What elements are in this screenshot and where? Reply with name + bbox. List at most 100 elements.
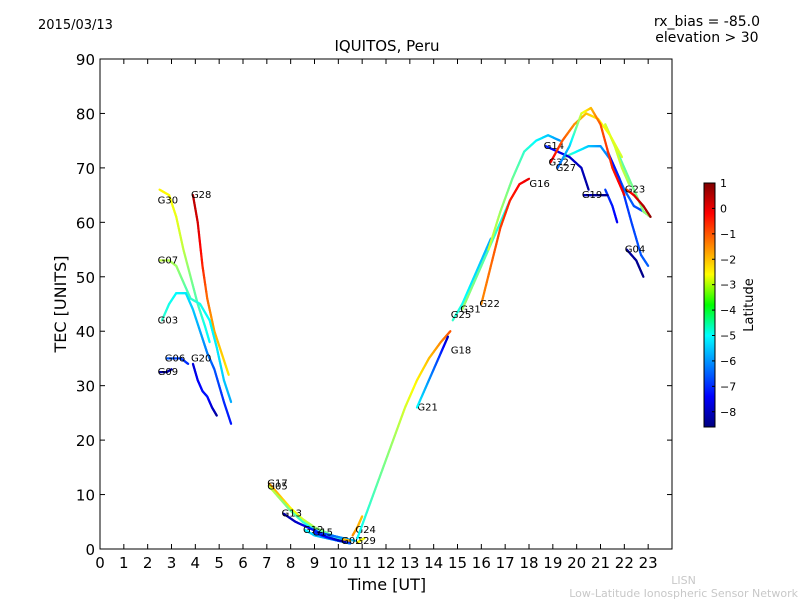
y-tick-label: 90 (76, 51, 95, 69)
series-label: G04 (625, 245, 645, 256)
series-label: G13 (282, 509, 302, 520)
x-tick-label: 8 (286, 554, 296, 572)
x-tick-label: 7 (262, 554, 272, 572)
series-label: G03 (158, 315, 178, 326)
x-tick-label: 21 (591, 554, 610, 572)
series-g28: G28 (191, 190, 230, 376)
x-tick-label: 5 (214, 554, 224, 572)
series-g15: G15 (313, 528, 347, 544)
x-tick-label: 6 (238, 554, 248, 572)
plot-frame (99, 58, 673, 550)
series-g27: G27 (556, 106, 626, 197)
series-g04-segment (641, 274, 645, 278)
series-g27-segment (622, 192, 626, 197)
series-g03: G03 (158, 292, 233, 425)
x-tick-label: 9 (310, 554, 320, 572)
x-tick-label: 14 (424, 554, 443, 572)
colorbar-tick-label: −1 (720, 228, 736, 241)
y-tick-label: 20 (76, 432, 95, 450)
series-g19: G19 (582, 190, 609, 201)
series-label: G17 (267, 479, 287, 490)
colorbar-tick-label: −3 (720, 279, 736, 292)
colorbar-tick-label: −6 (720, 355, 736, 368)
series-g32-segment (619, 154, 624, 159)
series-label: G09 (158, 367, 178, 378)
series-g24: G24 (351, 515, 376, 537)
series-label: G23 (625, 185, 645, 196)
series-g21: G21 (356, 330, 452, 540)
series-g13: G13 (282, 509, 357, 542)
series-label: G32 (548, 157, 568, 168)
series-g18: G18 (415, 335, 471, 409)
series-g23: G23 (625, 185, 652, 218)
colorbar-tick-label: −2 (720, 253, 736, 266)
x-tick-label: 17 (496, 554, 515, 572)
series-g18-segment (446, 335, 450, 339)
x-tick-label: 13 (400, 554, 419, 572)
series-label: G28 (191, 190, 211, 201)
parameters-text: rx_bias = -85.0 elevation > 30 (654, 14, 760, 46)
series-label: G14 (544, 141, 564, 152)
series-label: G21 (417, 402, 437, 413)
series-g06: G06 (165, 353, 190, 365)
y-tick-label: 10 (76, 487, 95, 505)
series-label: G19 (582, 190, 602, 201)
x-tick-label: 11 (353, 554, 372, 572)
series-g20: G20 (191, 353, 218, 417)
y-tick-label: 0 (85, 541, 95, 559)
y-axis-label: TEC [UNITS] (51, 256, 70, 354)
x-tick-label: 4 (191, 554, 201, 572)
x-tick-label: 15 (448, 554, 467, 572)
series-label: G29 (355, 536, 375, 547)
y-tick-label: 70 (76, 160, 95, 178)
elevation-label: elevation > 30 (655, 30, 759, 46)
x-tick-label: 1 (119, 554, 129, 572)
series-label: G20 (191, 353, 211, 364)
x-tick-label: 3 (167, 554, 177, 572)
y-tick-label: 50 (76, 269, 95, 287)
x-tick-label: 12 (376, 554, 395, 572)
colorbar-tick-label: −4 (720, 304, 736, 317)
series-label: G27 (556, 163, 576, 174)
x-tick-label: 20 (567, 554, 586, 572)
x-tick-label: 22 (615, 554, 634, 572)
background-track (563, 145, 652, 218)
y-tick-label: 30 (76, 378, 95, 396)
background-track-segment (627, 181, 631, 186)
series-g22: G22 (479, 177, 531, 310)
x-axis-label: Time [UT] (347, 575, 426, 594)
series-g28-segment (227, 372, 230, 376)
x-tick-label: 2 (143, 554, 153, 572)
rx-bias-label: rx_bias = -85.0 (653, 14, 760, 30)
colorbar-tick-label: 1 (720, 177, 727, 190)
date-label: 2015/03/13 (38, 18, 113, 33)
y-tick-label: 80 (76, 105, 95, 123)
background-track-segment (646, 264, 650, 267)
series-label: G30 (158, 196, 178, 207)
series-g03-segment (229, 421, 233, 425)
series-g09: G09 (158, 367, 178, 378)
series-label: G25 (451, 310, 471, 321)
series-label: G12 (303, 525, 323, 536)
series-label: G16 (529, 179, 549, 190)
series-g14: G14 (544, 141, 590, 191)
colorbar-tick-label: −5 (720, 330, 736, 343)
series-label: G06 (165, 353, 185, 364)
x-tick-label: 23 (639, 554, 658, 572)
series-label: G05 (267, 481, 287, 492)
series-g04: G04 (625, 245, 645, 278)
credit-short: LISN (671, 574, 696, 587)
colorbar-tick-label: −8 (720, 406, 736, 419)
chart-title: IQUITOS, Peru (334, 37, 439, 55)
colorbar-label: Latitude (742, 278, 757, 332)
series-label: G18 (451, 345, 471, 356)
credit-text: LISN Low-Latitude Ionospheric Sensor Net… (569, 574, 798, 600)
series-g21-segment (448, 330, 452, 334)
series-g30: G30 (158, 188, 211, 344)
series-label: G31 (460, 304, 480, 315)
x-tick-label: 19 (543, 554, 562, 572)
series-label: G07 (158, 255, 178, 266)
series-g32: G32 (548, 112, 624, 168)
series-g07: G07 (158, 255, 233, 404)
